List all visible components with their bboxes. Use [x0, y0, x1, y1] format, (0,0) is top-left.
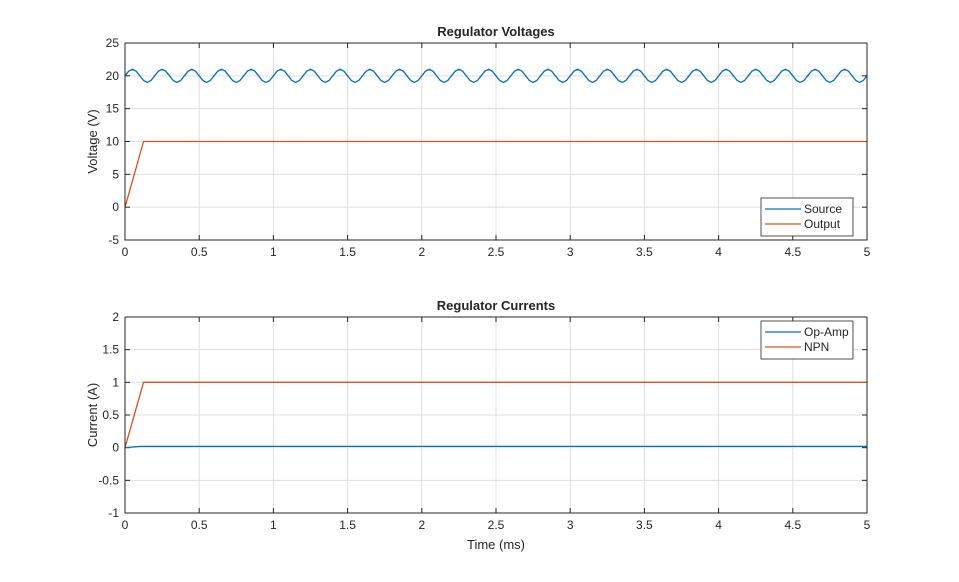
- x-tick-label: 0.5: [191, 245, 208, 259]
- x-tick-label: 4: [715, 518, 722, 532]
- x-tick-label: 1.5: [339, 245, 356, 259]
- y-tick-label: -0.5: [98, 473, 119, 487]
- y-tick-label: 0: [112, 200, 119, 214]
- y-axis-label: Voltage (V): [85, 109, 100, 173]
- series-line: [124, 140, 867, 208]
- x-axis-label: Time (ms): [467, 537, 525, 552]
- x-tick-label: 0: [122, 245, 129, 259]
- y-axis-label: Current (A): [85, 383, 100, 447]
- x-tick-label: 3.5: [636, 518, 653, 532]
- y-tick-label: 20: [106, 69, 120, 83]
- x-tick-label: 1.5: [339, 518, 356, 532]
- x-tick-label: 5: [864, 518, 871, 532]
- legend-box: [760, 320, 854, 360]
- x-tick-label: 2.5: [488, 245, 505, 259]
- axes-box: [124, 316, 868, 514]
- y-tick-label: 1: [112, 375, 119, 389]
- y-tick-label: 25: [106, 36, 120, 50]
- y-tick-label: 10: [106, 135, 120, 149]
- chart-title: Regulator Currents: [437, 298, 555, 313]
- x-tick-label: 4.5: [784, 245, 801, 259]
- x-tick-label: 2: [418, 245, 425, 259]
- x-tick-label: 5: [864, 245, 871, 259]
- axes-box: [124, 42, 868, 241]
- series-line: [124, 68, 868, 84]
- legend-label: NPN: [804, 340, 829, 354]
- y-tick-label: -1: [108, 506, 119, 520]
- x-tick-label: 4.5: [784, 518, 801, 532]
- x-tick-label: 3: [567, 245, 574, 259]
- y-tick-label: 0: [112, 441, 119, 455]
- chart-title: Regulator Voltages: [437, 24, 555, 39]
- x-tick-label: 2.5: [488, 518, 505, 532]
- x-tick-label: 3.5: [636, 245, 653, 259]
- y-tick-label: 2: [112, 310, 119, 324]
- x-tick-label: 0.5: [191, 518, 208, 532]
- x-tick-label: 3: [567, 518, 574, 532]
- legend-label: Source: [804, 202, 842, 216]
- legend-label: Op-Amp: [804, 325, 849, 339]
- legend-box: [760, 197, 854, 237]
- y-tick-label: -5: [108, 233, 119, 247]
- legend-label: Output: [804, 217, 841, 231]
- y-tick-label: 15: [106, 102, 120, 116]
- y-tick-label: 1.5: [102, 343, 119, 357]
- x-tick-label: 0: [122, 518, 129, 532]
- series-line: [124, 381, 867, 448]
- x-tick-label: 1: [270, 518, 277, 532]
- series-line: [124, 445, 867, 449]
- x-tick-label: 1: [270, 245, 277, 259]
- x-tick-label: 4: [715, 245, 722, 259]
- y-tick-label: 0.5: [102, 408, 119, 422]
- x-tick-label: 2: [418, 518, 425, 532]
- y-tick-label: 5: [112, 167, 119, 181]
